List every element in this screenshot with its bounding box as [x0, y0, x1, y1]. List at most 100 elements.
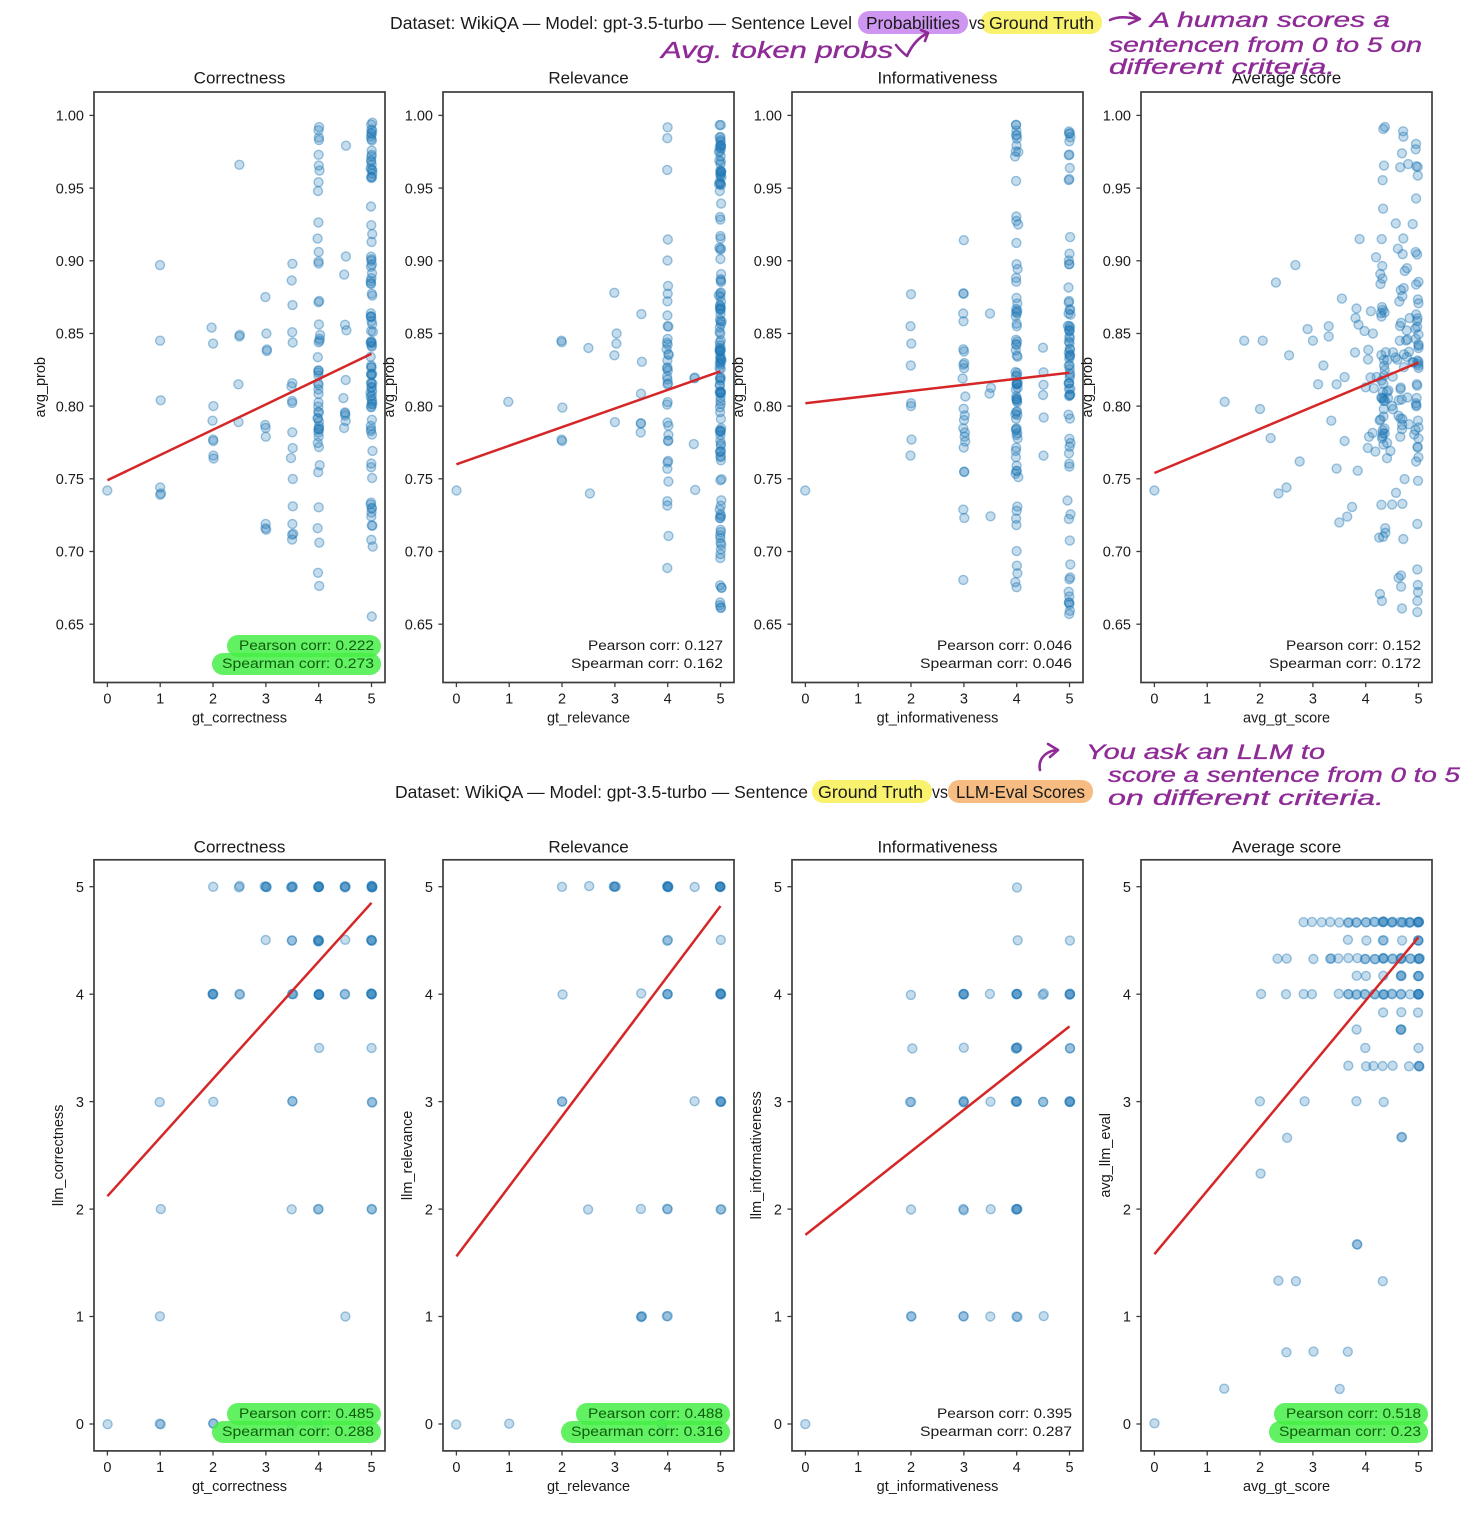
svg-text:Spearman corr: 0.287: Spearman corr: 0.287: [920, 1424, 1072, 1439]
svg-text:0.70: 0.70: [56, 545, 84, 561]
svg-text:Correctness: Correctness: [194, 838, 286, 857]
svg-text:5: 5: [367, 1460, 375, 1476]
svg-text:0: 0: [801, 692, 809, 708]
svg-text:0.80: 0.80: [56, 399, 84, 415]
svg-text:5: 5: [425, 880, 433, 896]
svg-text:4: 4: [664, 1460, 672, 1476]
svg-text:Pearson corr: 0.046: Pearson corr: 0.046: [937, 638, 1072, 653]
svg-text:0: 0: [1150, 1460, 1158, 1476]
svg-text:0.75: 0.75: [1103, 472, 1131, 488]
svg-text:Pearson corr: 0.127: Pearson corr: 0.127: [588, 638, 723, 653]
svg-text:2: 2: [1123, 1202, 1131, 1218]
svg-text:0.70: 0.70: [1103, 545, 1131, 561]
svg-text:Informativeness: Informativeness: [878, 838, 998, 857]
svg-text:0.65: 0.65: [56, 617, 84, 633]
svg-text:gt_correctness: gt_correctness: [192, 711, 287, 727]
svg-text:3: 3: [1123, 1095, 1131, 1111]
svg-text:3: 3: [1309, 1460, 1317, 1476]
svg-text:different criteria.: different criteria.: [1109, 56, 1335, 79]
svg-text:5: 5: [1414, 692, 1422, 708]
svg-text:1.00: 1.00: [754, 109, 782, 125]
svg-text:avg_prob: avg_prob: [382, 357, 398, 417]
svg-text:Spearman corr: 0.23: Spearman corr: 0.23: [1279, 1424, 1421, 1439]
svg-text:You ask an LLM to: You ask an LLM to: [1086, 741, 1325, 764]
svg-text:gt_relevance: gt_relevance: [547, 711, 630, 727]
svg-text:0.80: 0.80: [405, 399, 433, 415]
svg-text:Spearman corr: 0.316: Spearman corr: 0.316: [571, 1424, 723, 1439]
svg-text:Spearman corr: 0.273: Spearman corr: 0.273: [222, 656, 374, 671]
svg-text:4: 4: [1123, 987, 1131, 1003]
svg-text:score a sentence from 0 to 5: score a sentence from 0 to 5: [1108, 764, 1460, 787]
svg-text:0.95: 0.95: [754, 181, 782, 197]
svg-text:Pearson corr: 0.222: Pearson corr: 0.222: [239, 638, 374, 653]
svg-text:Spearman corr: 0.046: Spearman corr: 0.046: [920, 656, 1072, 671]
svg-text:0.65: 0.65: [405, 617, 433, 633]
svg-text:Spearman corr: 0.288: Spearman corr: 0.288: [222, 1424, 374, 1439]
svg-text:0.85: 0.85: [405, 327, 433, 343]
svg-text:1: 1: [854, 692, 862, 708]
svg-text:1: 1: [156, 692, 164, 708]
svg-text:1: 1: [854, 1460, 862, 1476]
svg-text:0: 0: [425, 1417, 433, 1433]
svg-text:Dataset: WikiQA — Model: gpt-3: Dataset: WikiQA — Model: gpt-3.5-turbo —…: [395, 782, 808, 802]
svg-text:Pearson corr: 0.488: Pearson corr: 0.488: [588, 1406, 723, 1421]
svg-text:on different criteria.: on different criteria.: [1108, 787, 1384, 810]
svg-text:3: 3: [262, 692, 270, 708]
svg-text:avg_prob: avg_prob: [731, 357, 747, 417]
svg-text:gt_informativeness: gt_informativeness: [877, 1479, 999, 1495]
svg-text:Relevance: Relevance: [548, 69, 628, 88]
svg-text:1: 1: [425, 1310, 433, 1326]
svg-text:Informativeness: Informativeness: [878, 69, 998, 88]
svg-text:0.90: 0.90: [405, 254, 433, 270]
svg-text:1: 1: [1203, 692, 1211, 708]
svg-text:2: 2: [1256, 692, 1264, 708]
svg-text:4: 4: [1362, 692, 1370, 708]
svg-text:1.00: 1.00: [405, 109, 433, 125]
svg-text:LLM-Eval Scores: LLM-Eval Scores: [956, 782, 1085, 802]
svg-text:Avg. token probs: Avg. token probs: [658, 37, 893, 63]
svg-text:llm_correctness: llm_correctness: [51, 1105, 67, 1207]
svg-text:Relevance: Relevance: [548, 838, 628, 857]
svg-text:5: 5: [716, 692, 724, 708]
svg-text:0: 0: [103, 1460, 111, 1476]
svg-text:avg_gt_score: avg_gt_score: [1243, 711, 1330, 727]
svg-text:0.95: 0.95: [56, 181, 84, 197]
svg-text:4: 4: [1362, 1460, 1370, 1476]
svg-text:avg_prob: avg_prob: [33, 357, 49, 417]
svg-text:0.90: 0.90: [1103, 254, 1131, 270]
svg-text:0.90: 0.90: [56, 254, 84, 270]
svg-text:Pearson corr: 0.152: Pearson corr: 0.152: [1286, 638, 1421, 653]
svg-text:5: 5: [76, 880, 84, 896]
svg-text:sentencen from 0 to 5 on: sentencen from 0 to 5 on: [1109, 34, 1422, 57]
svg-text:0.80: 0.80: [754, 399, 782, 415]
svg-text:1: 1: [1123, 1310, 1131, 1326]
svg-text:3: 3: [611, 1460, 619, 1476]
svg-text:1: 1: [774, 1310, 782, 1326]
svg-text:1: 1: [505, 692, 513, 708]
svg-text:3: 3: [611, 692, 619, 708]
svg-text:Average score: Average score: [1232, 69, 1341, 88]
svg-text:Probabilities: Probabilities: [866, 13, 960, 33]
svg-text:0: 0: [452, 1460, 460, 1476]
svg-text:vs: vs: [969, 13, 985, 33]
svg-text:0.65: 0.65: [754, 617, 782, 633]
svg-text:Spearman corr: 0.172: Spearman corr: 0.172: [1269, 656, 1421, 671]
svg-text:0: 0: [103, 692, 111, 708]
svg-text:1: 1: [1203, 1460, 1211, 1476]
svg-text:0.65: 0.65: [1103, 617, 1131, 633]
svg-text:0.95: 0.95: [1103, 181, 1131, 197]
svg-text:Ground Truth: Ground Truth: [989, 13, 1094, 33]
svg-text:4: 4: [425, 987, 433, 1003]
svg-text:0: 0: [76, 1417, 84, 1433]
svg-text:2: 2: [907, 692, 915, 708]
svg-text:3: 3: [774, 1095, 782, 1111]
svg-text:3: 3: [76, 1095, 84, 1111]
svg-text:2: 2: [209, 692, 217, 708]
svg-text:5: 5: [774, 880, 782, 896]
svg-text:avg_prob: avg_prob: [1080, 357, 1096, 417]
svg-text:0.95: 0.95: [405, 181, 433, 197]
svg-text:3: 3: [425, 1095, 433, 1111]
svg-text:Spearman corr: 0.162: Spearman corr: 0.162: [571, 656, 723, 671]
svg-text:2: 2: [209, 1460, 217, 1476]
svg-text:3: 3: [960, 1460, 968, 1476]
